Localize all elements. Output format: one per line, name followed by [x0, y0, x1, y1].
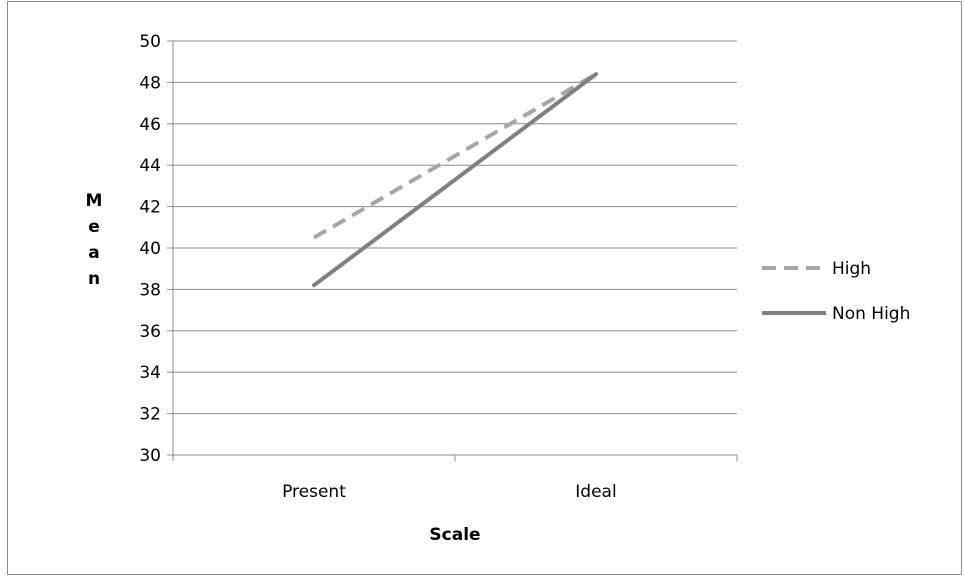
legend-label: Non High [832, 304, 910, 324]
y-axis-title-letter: a [88, 243, 99, 263]
chart-frame [7, 1, 962, 575]
series-line-high [312, 72, 598, 240]
series-lines [312, 72, 598, 288]
y-tick-label: 42 [139, 198, 161, 218]
y-axis-title-letter: n [88, 269, 100, 289]
y-tick-label: 40 [139, 239, 161, 259]
x-tick-label: Ideal [575, 482, 616, 502]
y-tick-label: 44 [139, 156, 161, 176]
y-tick-label: 46 [139, 115, 161, 135]
y-tick-label: 34 [139, 363, 161, 383]
x-axis: Present Ideal [172, 41, 738, 502]
y-tick-label: 50 [139, 32, 161, 52]
y-tick-label: 30 [139, 446, 161, 466]
y-tick-label: 36 [139, 322, 161, 342]
x-tick-label: Present [282, 482, 346, 502]
y-axis-title-letter: M [86, 191, 103, 211]
y-tick-label: 48 [139, 73, 161, 93]
gridlines [173, 40, 737, 415]
y-tick-label: 38 [139, 280, 161, 300]
series-line-non-high [312, 72, 598, 288]
legend-label: High [832, 259, 871, 279]
y-axis-ticks: 30 32 34 36 38 40 42 44 46 48 50 [139, 32, 173, 466]
legend: High Non High [762, 259, 910, 324]
y-axis-title-letter: e [88, 217, 100, 237]
y-tick-label: 32 [139, 405, 161, 425]
x-axis-title: Scale [429, 525, 480, 545]
